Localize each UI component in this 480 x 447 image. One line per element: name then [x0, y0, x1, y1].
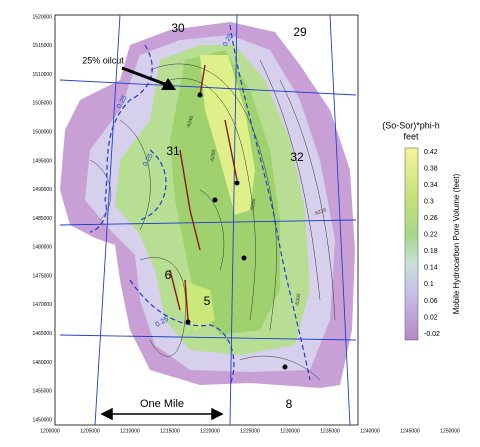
y-axis-label: 1490000 — [33, 187, 53, 193]
scale-label: One Mile — [140, 398, 184, 410]
section-label: 29 — [293, 25, 307, 39]
x-axis-label: 1200000 — [40, 428, 60, 434]
section-lines — [59, 14, 357, 426]
y-axis-label: 1515000 — [33, 43, 53, 49]
x-axis-label: 1215000 — [160, 428, 180, 434]
x-axis-label: 1205000 — [80, 428, 100, 434]
section-label: 6 — [165, 268, 172, 282]
legend-title: (So-Sor)*phi-h — [382, 120, 440, 130]
legend-tick: 0.02 — [424, 314, 438, 321]
y-axis-label: 1455000 — [33, 389, 53, 395]
y-axis-label: 1520000 — [33, 14, 53, 20]
contour-label: -6260 — [209, 149, 217, 163]
section-label: 32 — [290, 150, 304, 164]
y-axis-label: 1485000 — [33, 216, 53, 222]
x-axis-label: 1235000 — [320, 428, 340, 434]
x-axis-label: 1230000 — [280, 428, 300, 434]
well-points — [185, 92, 288, 370]
wells — [169, 64, 238, 321]
y-axis-label: 1460000 — [33, 360, 53, 366]
legend-tick: 0.06 — [424, 298, 438, 305]
y-axis-label: 1510000 — [33, 72, 53, 78]
y-axis-label: 1480000 — [33, 245, 53, 251]
legend-tick: 0.38 — [424, 165, 438, 172]
y-axis-label: 1465000 — [33, 331, 53, 337]
legend-tick: 0.1 — [424, 281, 434, 288]
contour-label: -6240 — [185, 115, 195, 129]
y-axis-label: 1450000 — [33, 417, 53, 423]
x-axis-label: 1225000 — [240, 428, 260, 434]
y-axis-label: 1500000 — [33, 129, 53, 135]
y-axis-label: 1495000 — [33, 158, 53, 164]
callout: 25% oilcut — [82, 55, 124, 65]
y-axis-label: 1505000 — [33, 101, 53, 107]
y-axis-label: 1475000 — [33, 273, 53, 279]
legend-unit: feet — [403, 131, 419, 141]
x-axis-label: 1250000 — [440, 428, 460, 434]
x-axis-label: 1240000 — [360, 428, 380, 434]
x-axis-label: 1210000 — [120, 428, 140, 434]
x-axis-label: 1245000 — [400, 428, 420, 434]
colorbar — [404, 147, 419, 341]
legend-tick: 0.22 — [424, 232, 438, 239]
section-label: 30 — [171, 21, 185, 35]
contour-label: -6220 — [313, 207, 327, 217]
section-label: 8 — [286, 397, 293, 411]
x-axis-label: 1220000 — [200, 428, 220, 434]
legend-tick: 0.42 — [424, 149, 438, 156]
callout-arrow-head — [161, 78, 176, 90]
section-label: 31 — [166, 144, 180, 158]
contour-label: -6200 — [249, 198, 257, 212]
callout-arrow — [121, 66, 171, 88]
legend-axis-title: Mobile Hydrocarbon Pore Volume (feet) — [452, 173, 461, 314]
section-label: 5 — [204, 294, 211, 308]
legend-tick: 0.3 — [424, 198, 434, 205]
legend-tick: 0.14 — [424, 265, 438, 272]
legend-tick: 0.18 — [424, 248, 438, 255]
contour-label: -6300 — [294, 293, 302, 307]
map-frame — [54, 14, 359, 426]
legend-tick: 0.26 — [424, 215, 438, 222]
y-axis-label: 1470000 — [33, 302, 53, 308]
legend-tick: 0.34 — [424, 182, 438, 189]
scale-bar — [100, 407, 224, 421]
legend-tick: -0.02 — [424, 331, 440, 338]
